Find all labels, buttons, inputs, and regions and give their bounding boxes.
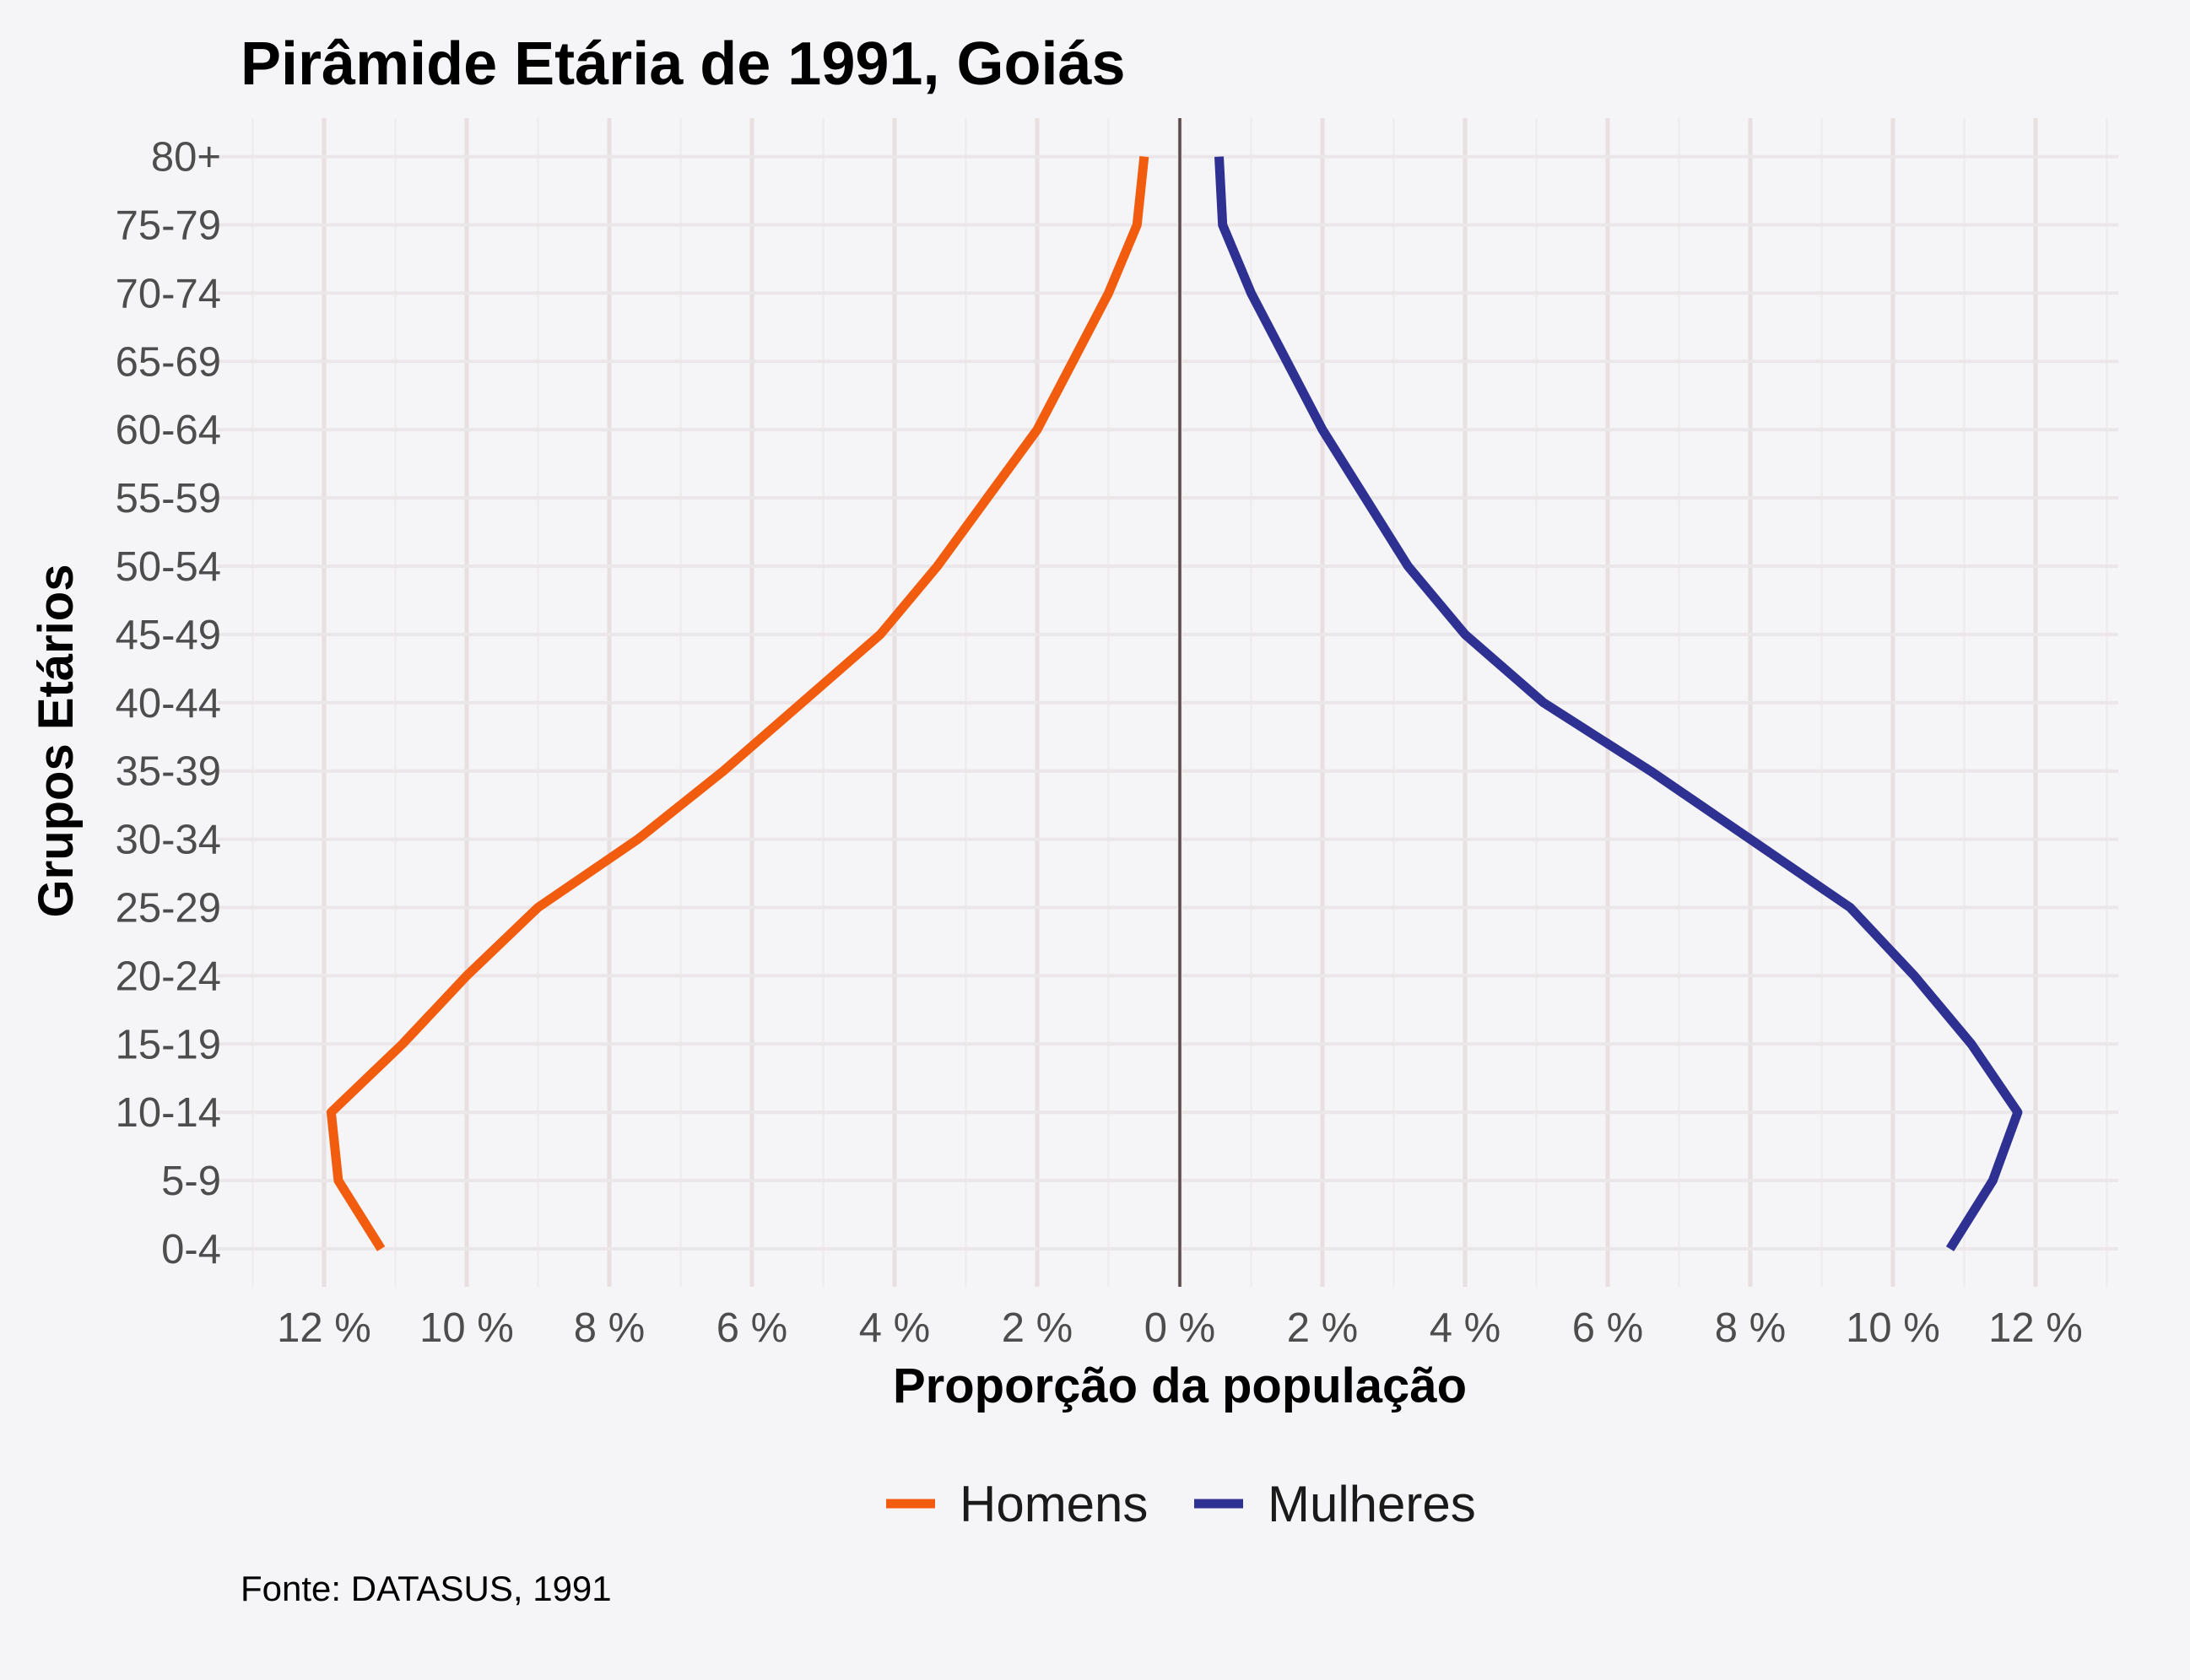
y-tick-labels: 0-4 5-9 10-14 15-19 20-24 25-29 30-34 35-39 40-4… <box>116 135 221 1272</box>
chart-title: Pirâmide Etária de 1991, Goiás <box>241 30 1126 98</box>
x-tick-label: 6 % <box>1572 1305 1643 1351</box>
y-tick-label: 55-59 <box>116 476 221 521</box>
x-tick-label: 2 % <box>1002 1305 1073 1351</box>
legend-label-homens: Homens <box>960 1476 1148 1532</box>
x-tick-label: 0 % <box>1144 1305 1215 1351</box>
chart-caption: Fonte: DATASUS, 1991 <box>241 1569 612 1608</box>
x-tick-label: 4 % <box>859 1305 930 1351</box>
y-tick-label: 5-9 <box>161 1159 221 1204</box>
y-tick-label: 60-64 <box>116 408 221 453</box>
y-tick-label: 25-29 <box>116 886 221 932</box>
x-tick-label: 2 % <box>1287 1305 1358 1351</box>
x-tick-label: 12 % <box>277 1305 371 1351</box>
x-tick-label: 10 % <box>419 1305 514 1351</box>
y-axis-title: Grupos Etários <box>29 565 84 918</box>
y-tick-label: 10-14 <box>116 1090 221 1136</box>
y-tick-label: 80+ <box>151 135 221 181</box>
x-tick-label: 6 % <box>716 1305 787 1351</box>
x-tick-label: 12 % <box>1988 1305 2083 1351</box>
legend-label-mulheres: Mulheres <box>1268 1476 1476 1532</box>
x-tick-labels: 12 % 10 % 8 % 6 % 4 % 2 % 0 % 2 % 4 % 6 % 8 % 10 % 1… <box>277 1305 2083 1351</box>
x-tick-label: 8 % <box>574 1305 645 1351</box>
x-tick-label: 8 % <box>1715 1305 1786 1351</box>
grid-lines <box>218 118 2118 1287</box>
y-tick-label: 35-39 <box>116 749 221 795</box>
series-lines <box>326 156 2023 1251</box>
x-axis-title: Proporção da população <box>893 1359 1467 1413</box>
y-tick-label: 50-54 <box>116 544 221 590</box>
legend: Homens Mulheres <box>886 1476 1476 1532</box>
x-tick-label: 10 % <box>1846 1305 1940 1351</box>
y-tick-label: 65-69 <box>116 339 221 385</box>
y-tick-label: 15-19 <box>116 1022 221 1067</box>
series-line-homens <box>326 156 1149 1251</box>
y-tick-label: 40-44 <box>116 681 221 727</box>
y-tick-label: 0-4 <box>161 1227 221 1272</box>
y-tick-label: 30-34 <box>116 818 221 863</box>
x-tick-label: 4 % <box>1430 1305 1501 1351</box>
y-tick-label: 20-24 <box>116 953 221 999</box>
series-line-mulheres <box>1214 156 2023 1251</box>
y-tick-label: 75-79 <box>116 203 221 249</box>
y-tick-label: 70-74 <box>116 271 221 316</box>
y-tick-label: 45-49 <box>116 613 221 658</box>
